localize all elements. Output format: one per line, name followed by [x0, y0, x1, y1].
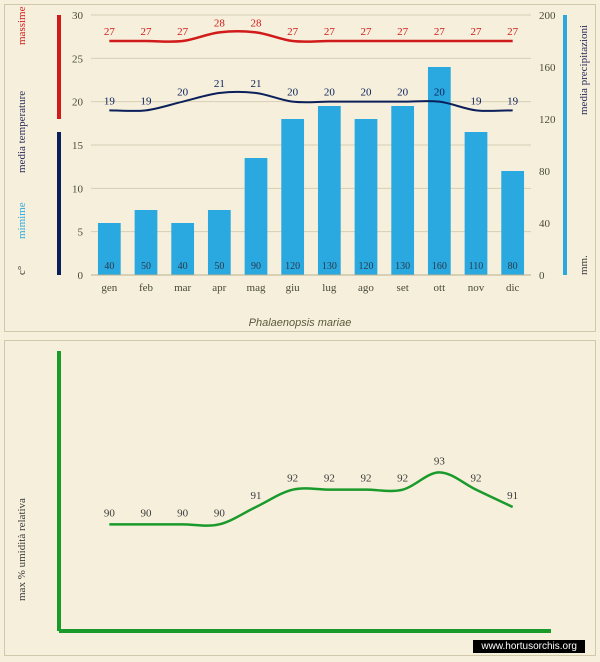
svg-text:27: 27 — [471, 26, 483, 38]
svg-text:19: 19 — [104, 95, 116, 107]
svg-text:27: 27 — [397, 26, 409, 38]
humidity-chart-svg: 90 90 90 90 91 92 92 92 92 93 92 91 max % umidità re… — [5, 341, 597, 657]
svg-text:15: 15 — [72, 140, 84, 152]
svg-text:28: 28 — [214, 17, 226, 29]
humidity-chart-panel: 90 90 90 90 91 92 92 92 92 93 92 91 max % umidità re… — [4, 340, 596, 656]
svg-text:92: 92 — [361, 473, 372, 485]
svg-text:130: 130 — [395, 261, 410, 272]
svg-text:90: 90 — [214, 507, 226, 519]
svg-text:200: 200 — [539, 10, 556, 22]
svg-text:90: 90 — [251, 261, 261, 272]
svg-text:0: 0 — [539, 270, 545, 282]
svg-text:mag: mag — [247, 282, 266, 294]
climate-chart-panel: 0 5 10 15 20 25 30 0 40 80 120 160 200 40 50 40 50 90 120 1… — [4, 4, 596, 332]
svg-text:27: 27 — [434, 26, 446, 38]
svg-text:20: 20 — [72, 97, 84, 109]
svg-text:93: 93 — [434, 455, 446, 467]
svg-text:27: 27 — [141, 26, 153, 38]
svg-text:25: 25 — [72, 53, 84, 65]
svg-text:130: 130 — [322, 261, 337, 272]
svg-text:mm.: mm. — [578, 255, 590, 275]
svg-text:mimime: mimime — [16, 202, 28, 239]
svg-text:mar: mar — [174, 282, 191, 294]
svg-text:20: 20 — [324, 87, 336, 99]
svg-text:apr: apr — [212, 282, 226, 294]
svg-text:27: 27 — [287, 26, 299, 38]
svg-text:massime: massime — [16, 6, 28, 45]
svg-text:50: 50 — [141, 261, 151, 272]
svg-text:feb: feb — [139, 282, 154, 294]
svg-text:5: 5 — [78, 227, 84, 239]
svg-text:21: 21 — [251, 78, 262, 90]
svg-text:giu: giu — [286, 282, 301, 294]
svg-text:40: 40 — [104, 261, 114, 272]
svg-text:20: 20 — [287, 87, 299, 99]
svg-text:50: 50 — [214, 261, 224, 272]
svg-text:nov: nov — [468, 282, 485, 294]
svg-text:lug: lug — [322, 282, 337, 294]
svg-text:160: 160 — [539, 62, 556, 74]
svg-text:media temperature: media temperature — [16, 91, 28, 173]
svg-text:91: 91 — [251, 490, 262, 502]
svg-text:110: 110 — [469, 261, 484, 272]
svg-text:27: 27 — [324, 26, 336, 38]
svg-text:19: 19 — [141, 95, 153, 107]
svg-text:120: 120 — [359, 261, 374, 272]
svg-text:10: 10 — [72, 183, 84, 195]
svg-text:c°: c° — [16, 266, 28, 275]
svg-text:max % umidità relativa: max % umidità relativa — [16, 498, 28, 601]
svg-text:0: 0 — [78, 270, 84, 282]
svg-text:20: 20 — [177, 87, 189, 99]
svg-text:20: 20 — [434, 87, 446, 99]
svg-text:160: 160 — [432, 261, 447, 272]
svg-text:90: 90 — [177, 507, 189, 519]
svg-text:80: 80 — [508, 261, 518, 272]
svg-text:27: 27 — [507, 26, 519, 38]
svg-text:90: 90 — [141, 507, 153, 519]
svg-text:gen: gen — [101, 282, 117, 294]
svg-text:19: 19 — [471, 95, 483, 107]
svg-text:20: 20 — [397, 87, 409, 99]
svg-text:120: 120 — [539, 114, 556, 126]
svg-text:91: 91 — [507, 490, 518, 502]
climate-chart-svg: 0 5 10 15 20 25 30 0 40 80 120 160 200 40 50 40 50 90 120 1… — [5, 5, 597, 309]
svg-text:27: 27 — [177, 26, 189, 38]
svg-text:ott: ott — [434, 282, 446, 294]
svg-text:21: 21 — [214, 78, 225, 90]
svg-text:120: 120 — [285, 261, 300, 272]
svg-text:40: 40 — [539, 218, 551, 230]
svg-text:30: 30 — [72, 10, 84, 22]
svg-text:ago: ago — [358, 282, 374, 294]
svg-text:dic: dic — [506, 282, 520, 294]
svg-text:40: 40 — [178, 261, 188, 272]
svg-text:20: 20 — [361, 87, 373, 99]
svg-text:media precipitazioni: media precipitazioni — [578, 25, 590, 115]
svg-text:92: 92 — [324, 473, 335, 485]
svg-text:19: 19 — [507, 95, 519, 107]
svg-text:27: 27 — [104, 26, 116, 38]
svg-text:27: 27 — [361, 26, 373, 38]
svg-text:80: 80 — [539, 166, 551, 178]
svg-text:90: 90 — [104, 507, 116, 519]
svg-text:92: 92 — [471, 473, 482, 485]
svg-text:92: 92 — [287, 473, 298, 485]
chart-caption: Phalaenopsis mariae — [5, 317, 595, 329]
watermark: www.hortusorchis.org — [473, 640, 585, 653]
svg-text:92: 92 — [397, 473, 408, 485]
svg-text:set: set — [397, 282, 409, 294]
svg-text:28: 28 — [251, 17, 263, 29]
